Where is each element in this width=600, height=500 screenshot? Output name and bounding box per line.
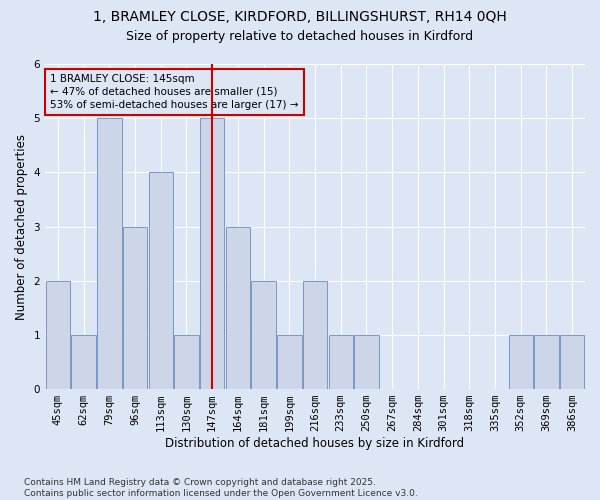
Bar — [277, 335, 302, 389]
Bar — [251, 280, 276, 389]
Bar — [71, 335, 96, 389]
Bar — [123, 226, 147, 389]
Text: Size of property relative to detached houses in Kirdford: Size of property relative to detached ho… — [127, 30, 473, 43]
Bar — [200, 118, 224, 389]
Bar — [534, 335, 559, 389]
Text: 1 BRAMLEY CLOSE: 145sqm
← 47% of detached houses are smaller (15)
53% of semi-de: 1 BRAMLEY CLOSE: 145sqm ← 47% of detache… — [50, 74, 299, 110]
Bar — [226, 226, 250, 389]
Bar — [149, 172, 173, 389]
Text: 1, BRAMLEY CLOSE, KIRDFORD, BILLINGSHURST, RH14 0QH: 1, BRAMLEY CLOSE, KIRDFORD, BILLINGSHURS… — [93, 10, 507, 24]
Bar — [509, 335, 533, 389]
Bar — [560, 335, 584, 389]
Bar — [354, 335, 379, 389]
X-axis label: Distribution of detached houses by size in Kirdford: Distribution of detached houses by size … — [166, 437, 464, 450]
Y-axis label: Number of detached properties: Number of detached properties — [15, 134, 28, 320]
Bar — [303, 280, 327, 389]
Bar — [174, 335, 199, 389]
Bar — [46, 280, 70, 389]
Bar — [97, 118, 122, 389]
Bar — [329, 335, 353, 389]
Text: Contains HM Land Registry data © Crown copyright and database right 2025.
Contai: Contains HM Land Registry data © Crown c… — [24, 478, 418, 498]
